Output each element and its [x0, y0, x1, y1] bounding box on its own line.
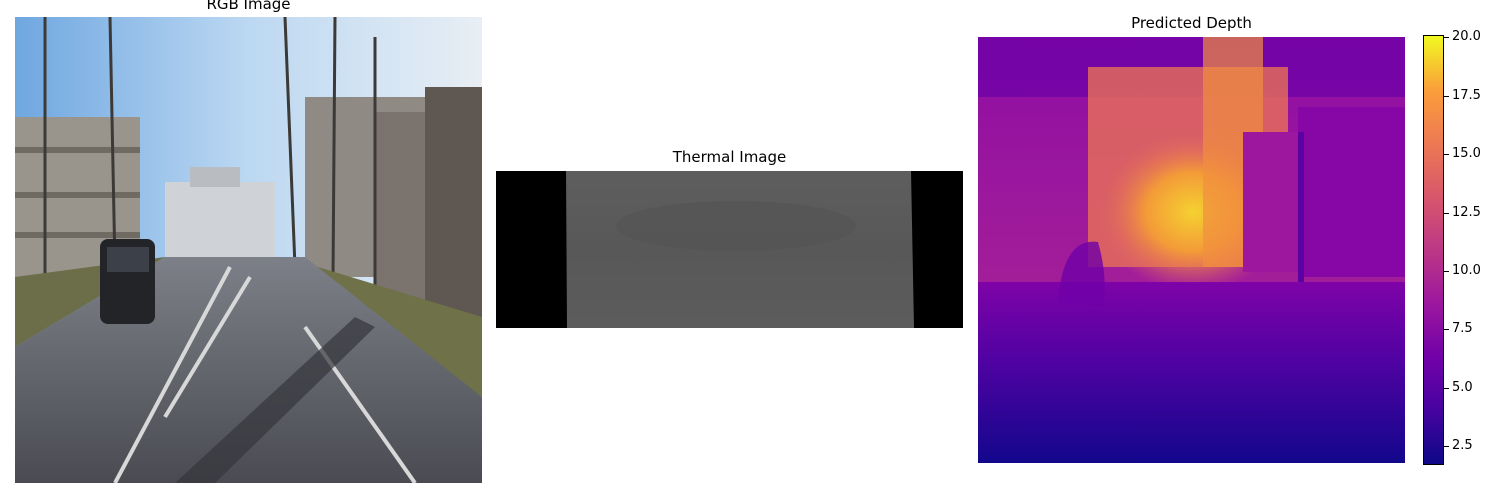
colorbar-tick-mark [1444, 446, 1449, 447]
colorbar-tick-label: 15.0 [1452, 146, 1481, 161]
colorbar-tick-label: 2.5 [1452, 438, 1473, 453]
colorbar-tick-mark [1444, 271, 1449, 272]
colorbar-tick-mark [1444, 388, 1449, 389]
colorbar-tick-label: 10.0 [1452, 263, 1481, 278]
colorbar-tick-mark [1444, 37, 1449, 38]
thermal-image [496, 171, 963, 328]
colorbar-tick-mark [1444, 154, 1449, 155]
colorbar-tick-mark [1444, 329, 1449, 330]
rgb-image-title: RGB Image [206, 0, 291, 13]
colorbar-tick-label: 5.0 [1452, 380, 1473, 395]
predicted-depth-image [978, 37, 1405, 463]
thermal-image-title: Thermal Image [672, 148, 787, 166]
colorbar-tick-label: 12.5 [1452, 205, 1481, 220]
rgb-image [15, 17, 482, 483]
colorbar-tick-mark [1444, 213, 1449, 214]
colorbar-tick-label: 17.5 [1452, 88, 1481, 103]
rgb-street-scene [15, 17, 482, 483]
colorbar-tick-label: 7.5 [1452, 321, 1473, 336]
colorbar [1423, 35, 1444, 465]
colorbar-tick-mark [1444, 96, 1449, 97]
predicted-depth-title: Predicted Depth [1131, 14, 1252, 32]
colorbar-tick-label: 20.0 [1452, 29, 1481, 44]
depth-map [978, 37, 1405, 463]
thermal-frame [566, 171, 914, 328]
